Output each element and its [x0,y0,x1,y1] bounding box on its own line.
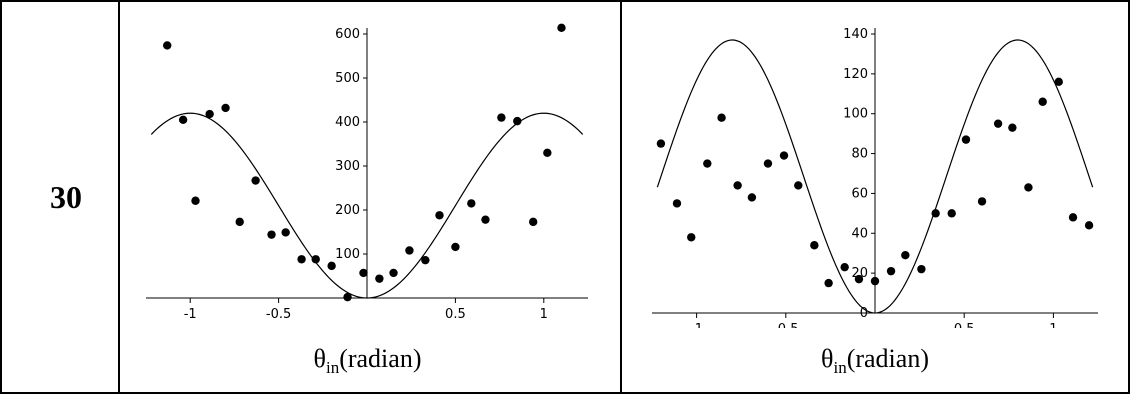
data-point [687,233,696,242]
data-point [163,41,172,50]
data-point [870,276,880,286]
data-point [1068,213,1078,222]
x-tick-label: -1 [184,307,197,322]
x-axis-label-unit: (radian) [339,344,422,373]
data-point [672,199,682,208]
y-tick-label: 200 [335,203,360,218]
data-point [854,274,864,284]
chart-left: -1 -0.5 0.5 1 100 200 300 400 500 600 [146,23,588,322]
data-point [421,255,430,265]
data-point [840,262,849,272]
data-point [513,116,522,126]
data-point [779,151,789,160]
data-point [405,246,414,255]
data-point [375,274,384,283]
y-tick-label: 300 [335,159,360,174]
y-tick-label: 60 [851,186,868,201]
data-point [886,266,896,276]
data-point [917,264,926,274]
x-axis-label-right: θin(radian) [635,344,1115,378]
chart-right: -1-0.50.51020406080100120140 [652,27,1098,328]
y-tick-label: 80 [851,147,868,162]
fit-curve [150,112,584,299]
data-point [1038,97,1047,106]
data-point [267,230,276,239]
data-point [557,23,566,33]
data-point [977,197,987,206]
x-axis-label-symbol: θ [313,344,326,373]
x-axis-label-subscript: in [325,358,340,378]
data-point [794,181,803,190]
data-point [931,209,940,218]
data-point [343,292,352,302]
data-point [327,261,336,271]
x-tick-label: 1 [540,307,548,322]
y-tick-label: 120 [843,67,868,82]
data-point [961,135,971,144]
x-tick-label: 1 [1049,322,1057,328]
x-axis-label-unit: (radian) [846,344,929,373]
data-point [717,113,726,122]
y-tick-label: 400 [335,115,360,130]
data-point [497,113,506,122]
data-point [451,242,460,252]
row-label: 30 [50,179,82,215]
data-point [1024,183,1033,192]
y-tick-label: 600 [335,27,360,42]
data-point [251,176,260,185]
y-tick-label: 100 [335,247,360,262]
data-point [205,109,214,119]
data-point [281,228,290,237]
data-point [947,209,956,218]
data-point [824,278,833,288]
y-tick-label: 140 [843,27,868,42]
data-point [311,255,320,264]
x-tick-label: 0.5 [445,307,466,322]
y-tick-label: 100 [843,107,868,122]
data-point [1008,123,1017,132]
data-point [747,193,757,202]
x-tick-label: -0.5 [266,307,291,322]
y-tick-label: 40 [851,226,868,241]
data-point [435,211,444,220]
y-tick-label: 500 [335,71,360,86]
data-point [763,159,773,168]
data-point [178,115,188,125]
data-point [221,103,230,113]
data-point [481,215,490,224]
data-point [1084,221,1094,230]
fit-curve [656,39,1094,314]
data-point [359,268,368,278]
data-point [235,217,244,227]
x-axis-label-subscript: in [833,358,847,378]
x-tick-label: 0.5 [954,322,975,328]
data-point [191,196,200,205]
data-point [901,251,910,260]
y-tick-label: 0 [860,306,868,321]
data-point [528,217,538,227]
x-axis-label-symbol: θ [821,344,834,373]
data-point [543,148,552,157]
data-point [297,255,306,264]
data-point [389,268,398,278]
data-point [656,139,666,148]
x-axis-label-left: θin(radian) [130,344,605,378]
data-point [993,119,1003,128]
data-point [733,181,742,190]
data-point [1054,77,1063,87]
x-tick-label: -0.5 [773,322,798,328]
x-tick-label: -1 [690,322,703,328]
data-point [703,159,712,168]
data-point [810,241,819,250]
data-point [467,199,476,208]
